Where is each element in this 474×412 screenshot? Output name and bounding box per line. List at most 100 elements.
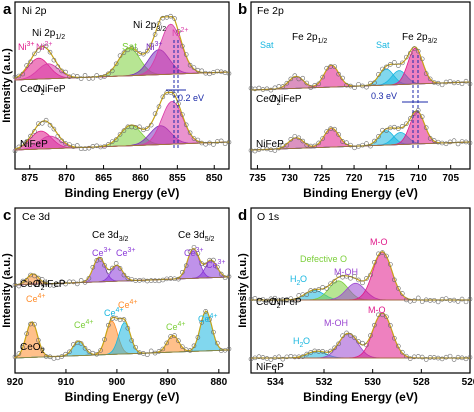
raw-point-d-1 bbox=[280, 356, 286, 362]
sample-label-c-top-ceo2: CeO2 bbox=[20, 279, 45, 292]
raw-point-a-1 bbox=[12, 148, 18, 154]
annotation-d-moh-bottom: M-OH bbox=[324, 318, 348, 328]
raw-point-d-0 bbox=[360, 280, 365, 286]
annotation-d-h2o-top: H2 bbox=[290, 274, 301, 287]
raw-point-a-0 bbox=[168, 13, 173, 19]
x-tick-label-a: 850 bbox=[206, 173, 223, 184]
raw-point-c-0 bbox=[148, 278, 154, 283]
raw-point-d-1 bbox=[384, 314, 389, 320]
x-tick-label-a: 875 bbox=[21, 173, 38, 184]
raw-point-b-1 bbox=[403, 121, 409, 127]
raw-point-a-1 bbox=[211, 142, 216, 147]
x-tick-label-c: 880 bbox=[210, 377, 227, 388]
raw-point-d-0 bbox=[451, 297, 457, 303]
raw-point-a-0 bbox=[129, 45, 135, 51]
annotation-fe2p32: Fe 2p3/2 bbox=[402, 32, 437, 45]
raw-point-c-1 bbox=[176, 338, 181, 343]
raw-point-c-1 bbox=[180, 344, 185, 349]
annotation-d-h2o-bottom-o: O bbox=[303, 336, 310, 346]
raw-point-b-0 bbox=[415, 48, 421, 54]
raw-point-b-0 bbox=[372, 80, 377, 86]
raw-point-d-1 bbox=[364, 342, 369, 348]
raw-point-c-0 bbox=[183, 263, 189, 268]
raw-point-d-1 bbox=[368, 333, 373, 338]
raw-point-d-1 bbox=[427, 355, 433, 360]
annotation-fe2p12: Fe 2p1/2 bbox=[292, 32, 327, 45]
raw-point-a-0 bbox=[51, 57, 57, 63]
raw-point-a-1 bbox=[183, 122, 189, 128]
raw-point-d-1 bbox=[455, 354, 461, 360]
raw-point-b-1 bbox=[336, 132, 341, 137]
annotation-a-shift: 0.2 eV bbox=[178, 93, 204, 103]
raw-point-a-0 bbox=[207, 71, 212, 77]
annotation-c-ce3-3: Ce3+ bbox=[184, 247, 204, 258]
raw-point-c-1 bbox=[24, 331, 29, 336]
raw-point-b-0 bbox=[392, 60, 397, 65]
raw-point-d-1 bbox=[372, 322, 377, 328]
raw-point-d-1 bbox=[451, 357, 457, 362]
raw-point-a-1 bbox=[28, 133, 33, 139]
raw-point-b-0 bbox=[320, 74, 325, 80]
raw-point-a-1 bbox=[222, 141, 228, 147]
x-axis-label-c: Binding Energy (eV) bbox=[65, 390, 180, 404]
annotation-b-sat-left: Sat bbox=[260, 40, 274, 50]
raw-point-a-1 bbox=[67, 142, 72, 147]
raw-point-b-1 bbox=[300, 138, 306, 144]
x-tick-label-b: 720 bbox=[346, 173, 363, 184]
raw-point-a-0 bbox=[121, 50, 127, 55]
raw-point-a-0 bbox=[20, 71, 26, 77]
raw-point-d-1 bbox=[360, 340, 365, 346]
raw-point-b-0 bbox=[272, 85, 278, 91]
raw-point-d-0 bbox=[411, 298, 417, 303]
raw-point-a-0 bbox=[47, 49, 53, 55]
raw-point-b-0 bbox=[455, 80, 461, 85]
raw-point-b-0 bbox=[336, 71, 341, 77]
baseline-a-1 bbox=[14, 141, 230, 151]
raw-point-a-0 bbox=[28, 59, 33, 65]
raw-point-a-1 bbox=[51, 126, 57, 132]
raw-point-d-1 bbox=[352, 335, 357, 341]
raw-point-c-1 bbox=[172, 333, 177, 338]
raw-point-c-1 bbox=[20, 345, 26, 350]
raw-point-b-0 bbox=[427, 76, 433, 82]
raw-point-d-0 bbox=[336, 273, 341, 278]
raw-point-c-0 bbox=[16, 283, 22, 289]
raw-point-d-0 bbox=[292, 298, 298, 304]
panel-d-frame bbox=[250, 207, 471, 374]
raw-point-d-0 bbox=[252, 296, 258, 301]
raw-point-c-1 bbox=[156, 349, 162, 354]
annotation-ce3d52: Ce 3d5/2 bbox=[178, 230, 215, 243]
x-tick-label-c: 900 bbox=[109, 377, 126, 388]
raw-point-d-0 bbox=[376, 251, 381, 257]
raw-point-c-1 bbox=[59, 354, 64, 359]
raw-point-c-0 bbox=[32, 273, 37, 279]
raw-point-c-0 bbox=[121, 272, 127, 278]
raw-point-c-0 bbox=[195, 251, 201, 256]
y-axis-label-a: Intensity (a.u.) bbox=[1, 48, 13, 123]
raw-point-b-1 bbox=[443, 141, 449, 147]
raw-point-a-1 bbox=[24, 139, 29, 144]
raw-point-c-0 bbox=[211, 257, 216, 263]
raw-point-d-0 bbox=[324, 286, 329, 291]
raw-point-c-0 bbox=[226, 274, 232, 279]
panel-title-a: Ni 2p bbox=[22, 5, 47, 17]
raw-point-b-0 bbox=[264, 86, 270, 92]
raw-point-a-0 bbox=[90, 75, 96, 81]
raw-point-a-1 bbox=[152, 111, 158, 116]
raw-point-c-0 bbox=[203, 262, 208, 268]
raw-point-c-1 bbox=[102, 337, 107, 342]
raw-point-b-0 bbox=[411, 46, 417, 51]
raw-point-a-1 bbox=[207, 140, 212, 146]
raw-point-b-1 bbox=[368, 143, 373, 149]
raw-point-b-1 bbox=[292, 134, 298, 139]
annotation-ni2p12: Ni 2p1/2 bbox=[32, 28, 65, 41]
raw-point-a-1 bbox=[121, 128, 127, 133]
raw-point-b-0 bbox=[308, 85, 314, 90]
x-axis-label-b: Binding Energy (eV) bbox=[303, 186, 418, 200]
raw-point-d-1 bbox=[248, 356, 254, 362]
x-tick-label-d: 530 bbox=[364, 377, 381, 388]
raw-point-a-0 bbox=[176, 29, 181, 34]
raw-point-a-0 bbox=[172, 16, 177, 21]
raw-point-c-1 bbox=[160, 346, 166, 352]
annotation-a-sat: Sat bbox=[122, 42, 137, 53]
